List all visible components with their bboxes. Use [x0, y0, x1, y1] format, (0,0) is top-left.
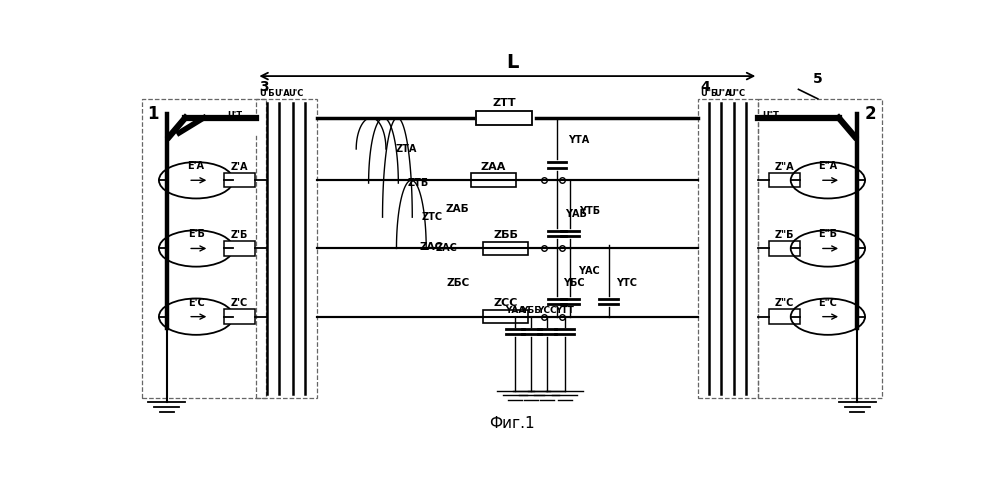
- Text: U'Б: U'Б: [260, 89, 275, 98]
- Bar: [769, 241, 800, 256]
- Text: 3: 3: [259, 80, 269, 94]
- Text: Z'Б: Z'Б: [231, 230, 248, 240]
- Text: ZСС: ZСС: [494, 298, 517, 308]
- Text: YТТ: YТТ: [555, 306, 574, 315]
- Text: U"А: U"А: [714, 89, 732, 98]
- Bar: [142, 99, 266, 398]
- Text: U'С: U'С: [288, 89, 304, 98]
- Text: U"С: U"С: [728, 89, 745, 98]
- Bar: [769, 309, 800, 324]
- Text: 4: 4: [700, 80, 710, 94]
- Text: YТС: YТС: [616, 277, 637, 287]
- Polygon shape: [177, 116, 260, 135]
- Text: Фиг.1: Фиг.1: [490, 416, 534, 431]
- Bar: [758, 99, 882, 398]
- Text: Z"А: Z"А: [774, 161, 794, 172]
- Text: ZТА: ZТА: [396, 144, 417, 154]
- Bar: [477, 111, 532, 125]
- Text: YСС: YСС: [537, 306, 556, 315]
- Text: Z'А: Z'А: [231, 161, 248, 172]
- Text: YАБ: YАБ: [564, 210, 586, 219]
- Text: U"Б: U"Б: [700, 89, 717, 98]
- Text: E"Б: E"Б: [818, 229, 837, 240]
- Bar: [697, 99, 758, 398]
- Text: E"С: E"С: [818, 298, 837, 308]
- Text: ZТС: ZТС: [422, 212, 443, 222]
- Text: Z'С: Z'С: [231, 298, 248, 308]
- Text: 1: 1: [147, 104, 159, 123]
- Text: YАС: YАС: [577, 266, 599, 276]
- Text: ZАС: ZАС: [436, 244, 458, 253]
- Text: L: L: [505, 53, 518, 71]
- Text: Z"Б: Z"Б: [775, 230, 794, 240]
- Text: ZАА: ZАА: [481, 161, 506, 172]
- Bar: [224, 309, 255, 324]
- Bar: [471, 174, 515, 187]
- Text: ZБС: ZБС: [447, 277, 470, 287]
- Bar: [224, 241, 255, 256]
- Text: U'А: U'А: [274, 89, 290, 98]
- Text: ZАБ: ZАБ: [446, 204, 470, 214]
- Text: YББ: YББ: [521, 306, 541, 315]
- Bar: [224, 173, 255, 187]
- Text: YТА: YТА: [567, 134, 589, 145]
- Text: YТБ: YТБ: [579, 206, 600, 215]
- Bar: [484, 310, 528, 323]
- Text: E'Б: E'Б: [188, 229, 205, 240]
- Text: Z"С: Z"С: [775, 298, 794, 308]
- Bar: [769, 173, 800, 187]
- Text: U'Т: U'Т: [228, 111, 243, 121]
- Text: E'С: E'С: [188, 298, 205, 308]
- Text: U"Т: U"Т: [762, 111, 779, 121]
- Text: E"А: E"А: [818, 161, 837, 171]
- Text: ZТТ: ZТТ: [493, 98, 516, 108]
- Text: YАА: YАА: [504, 306, 525, 315]
- Bar: [484, 242, 528, 255]
- Text: ZББ: ZББ: [494, 230, 518, 240]
- Text: E'А: E'А: [188, 161, 205, 171]
- Text: 2: 2: [865, 104, 877, 123]
- Text: YБС: YБС: [563, 277, 584, 287]
- Bar: [257, 99, 317, 398]
- Text: ZТБ: ZТБ: [408, 178, 429, 188]
- Text: 5: 5: [812, 71, 822, 86]
- Text: ZАС: ZАС: [419, 242, 443, 251]
